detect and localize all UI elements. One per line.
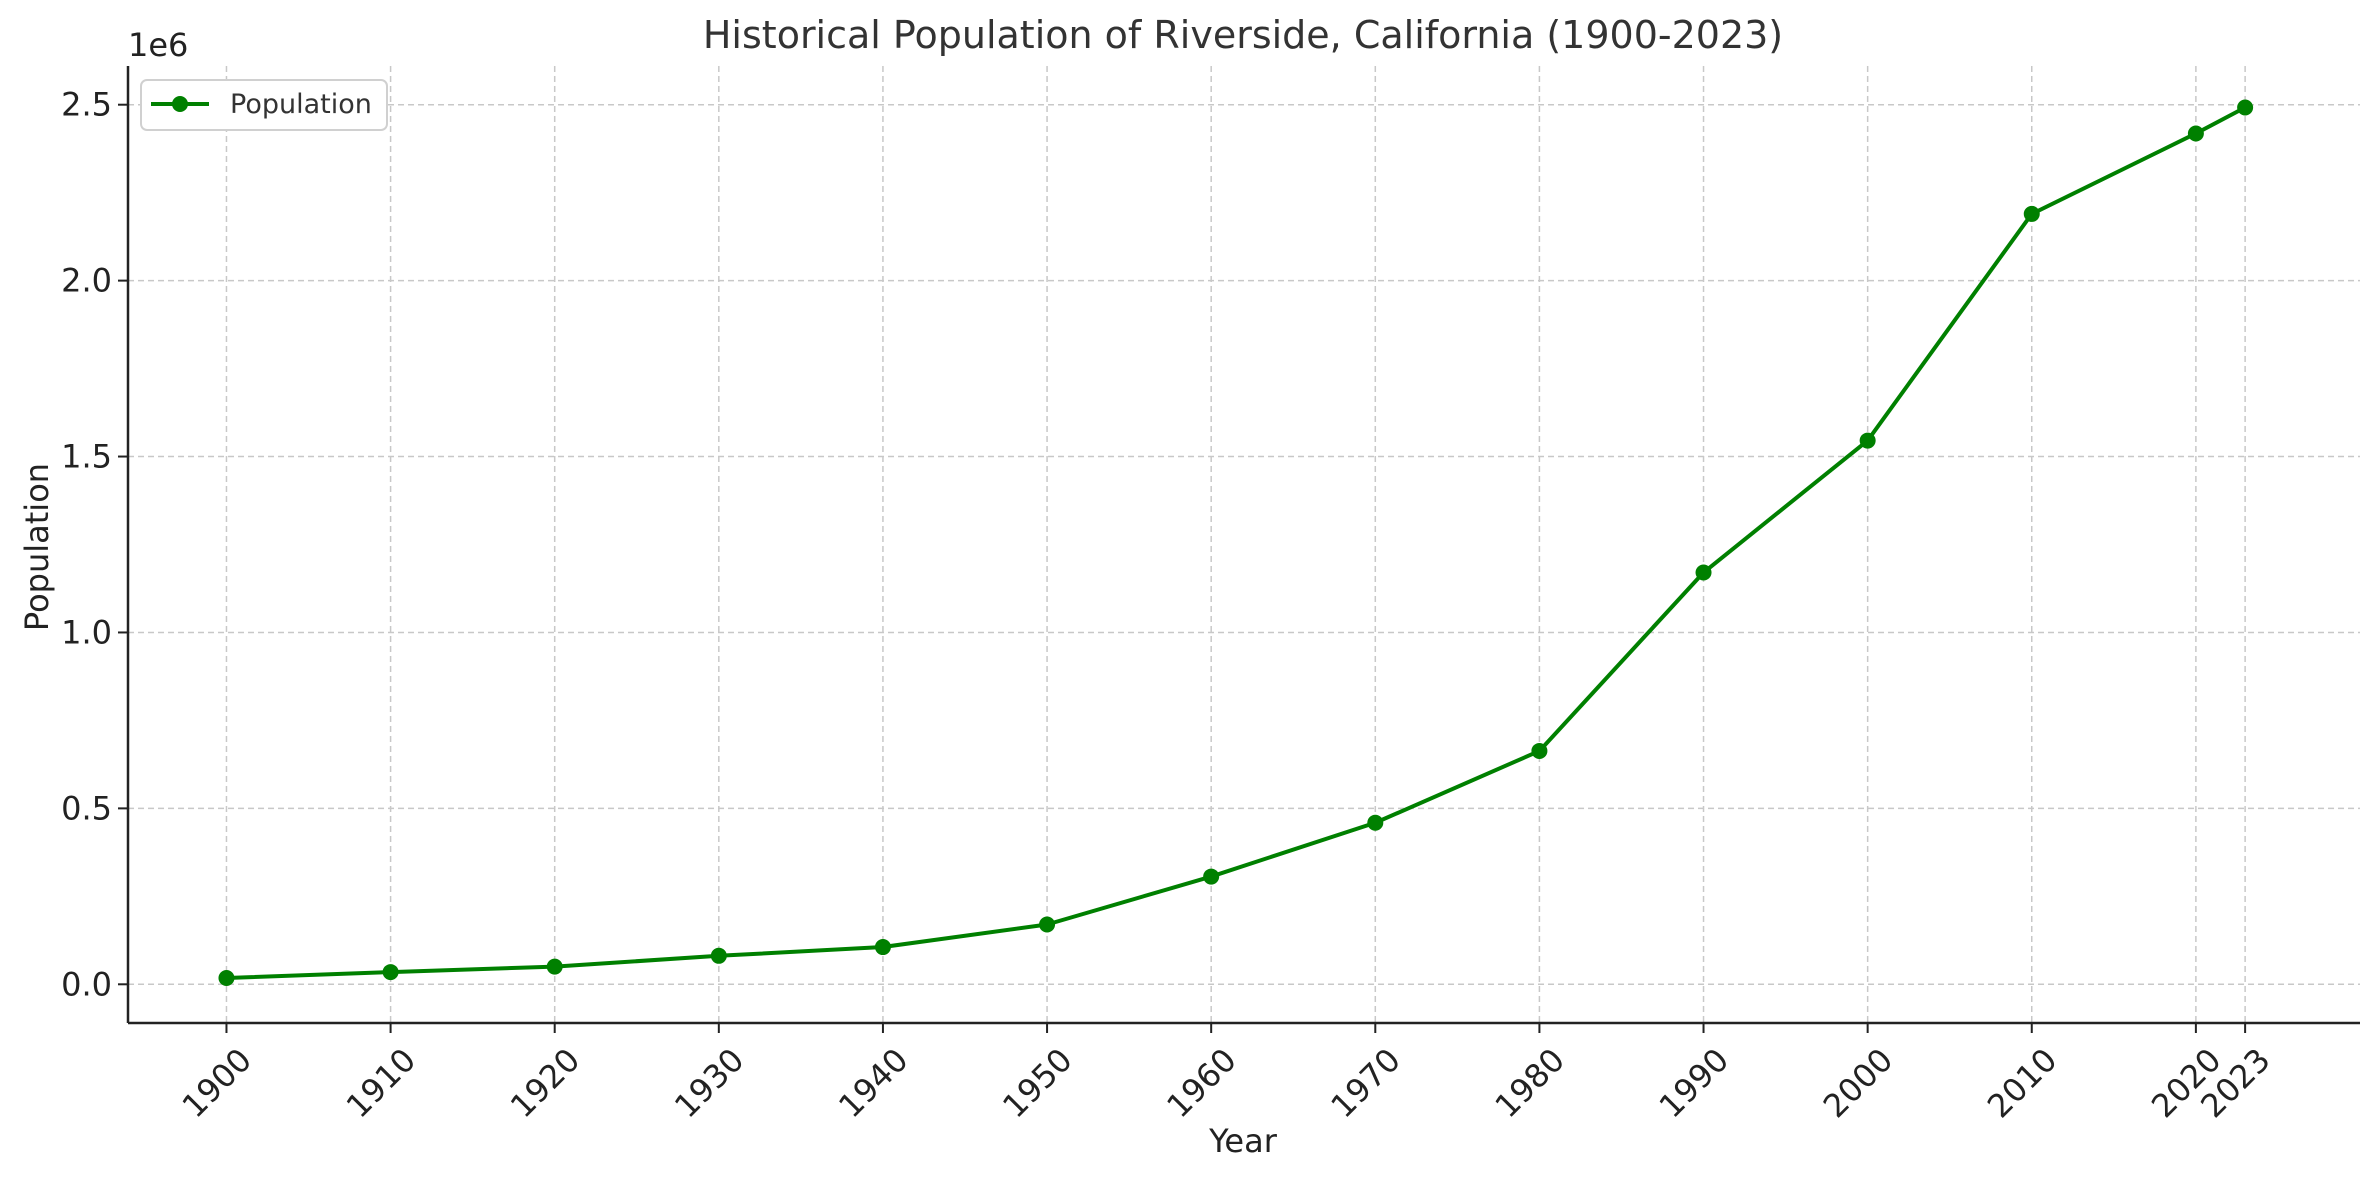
x-tick-label: 1950	[995, 1041, 1079, 1125]
legend-label: Population	[230, 89, 372, 120]
data-point	[1695, 564, 1712, 581]
x-tick-label: 2010	[1980, 1041, 2064, 1125]
x-tick-label: 1910	[339, 1041, 423, 1125]
legend: Population	[140, 79, 388, 131]
x-tick-label: 1940	[831, 1041, 915, 1125]
y-tick-label: 1.5	[61, 438, 112, 476]
data-point	[1367, 814, 1384, 831]
x-tick-label: 1980	[1488, 1041, 1572, 1125]
data-point	[2237, 99, 2254, 116]
y-axis-offset-label: 1e6	[128, 26, 188, 64]
data-point	[1531, 742, 1548, 759]
x-tick-label: 1960	[1159, 1041, 1243, 1125]
y-tick-label: 2.0	[61, 262, 112, 300]
data-point	[710, 947, 727, 964]
y-tick-label: 0.0	[61, 965, 112, 1003]
series-layer	[218, 99, 2254, 986]
x-tick-label: 1920	[503, 1041, 587, 1125]
chart-title: Historical Population of Riverside, Cali…	[703, 13, 1783, 57]
data-point	[546, 958, 563, 975]
y-tick-label: 2.5	[61, 86, 112, 124]
data-point	[2023, 205, 2040, 222]
data-point	[1039, 916, 1056, 933]
x-tick-label: 1900	[175, 1041, 259, 1125]
legend-marker-sample	[172, 96, 188, 112]
data-point	[382, 964, 399, 981]
x-tick-label: 2000	[1816, 1041, 1900, 1125]
series-line	[226, 105, 2247, 980]
x-tick-label: 1990	[1652, 1041, 1736, 1125]
data-point	[1859, 432, 1876, 449]
y-axis-label: Population	[18, 463, 56, 631]
y-tick-label: 1.0	[61, 613, 112, 651]
data-point	[874, 939, 891, 956]
x-tick-label: 1930	[667, 1041, 751, 1125]
data-point	[1203, 868, 1220, 885]
data-point	[218, 969, 235, 986]
y-tick-label: 0.5	[61, 789, 112, 827]
data-point	[2187, 125, 2204, 142]
legend-box	[140, 79, 388, 131]
axes-layer	[126, 66, 2360, 1025]
x-axis-label: Year	[1208, 1122, 1278, 1160]
x-tick-label: 1970	[1323, 1041, 1407, 1125]
grid-layer	[128, 66, 2360, 1023]
